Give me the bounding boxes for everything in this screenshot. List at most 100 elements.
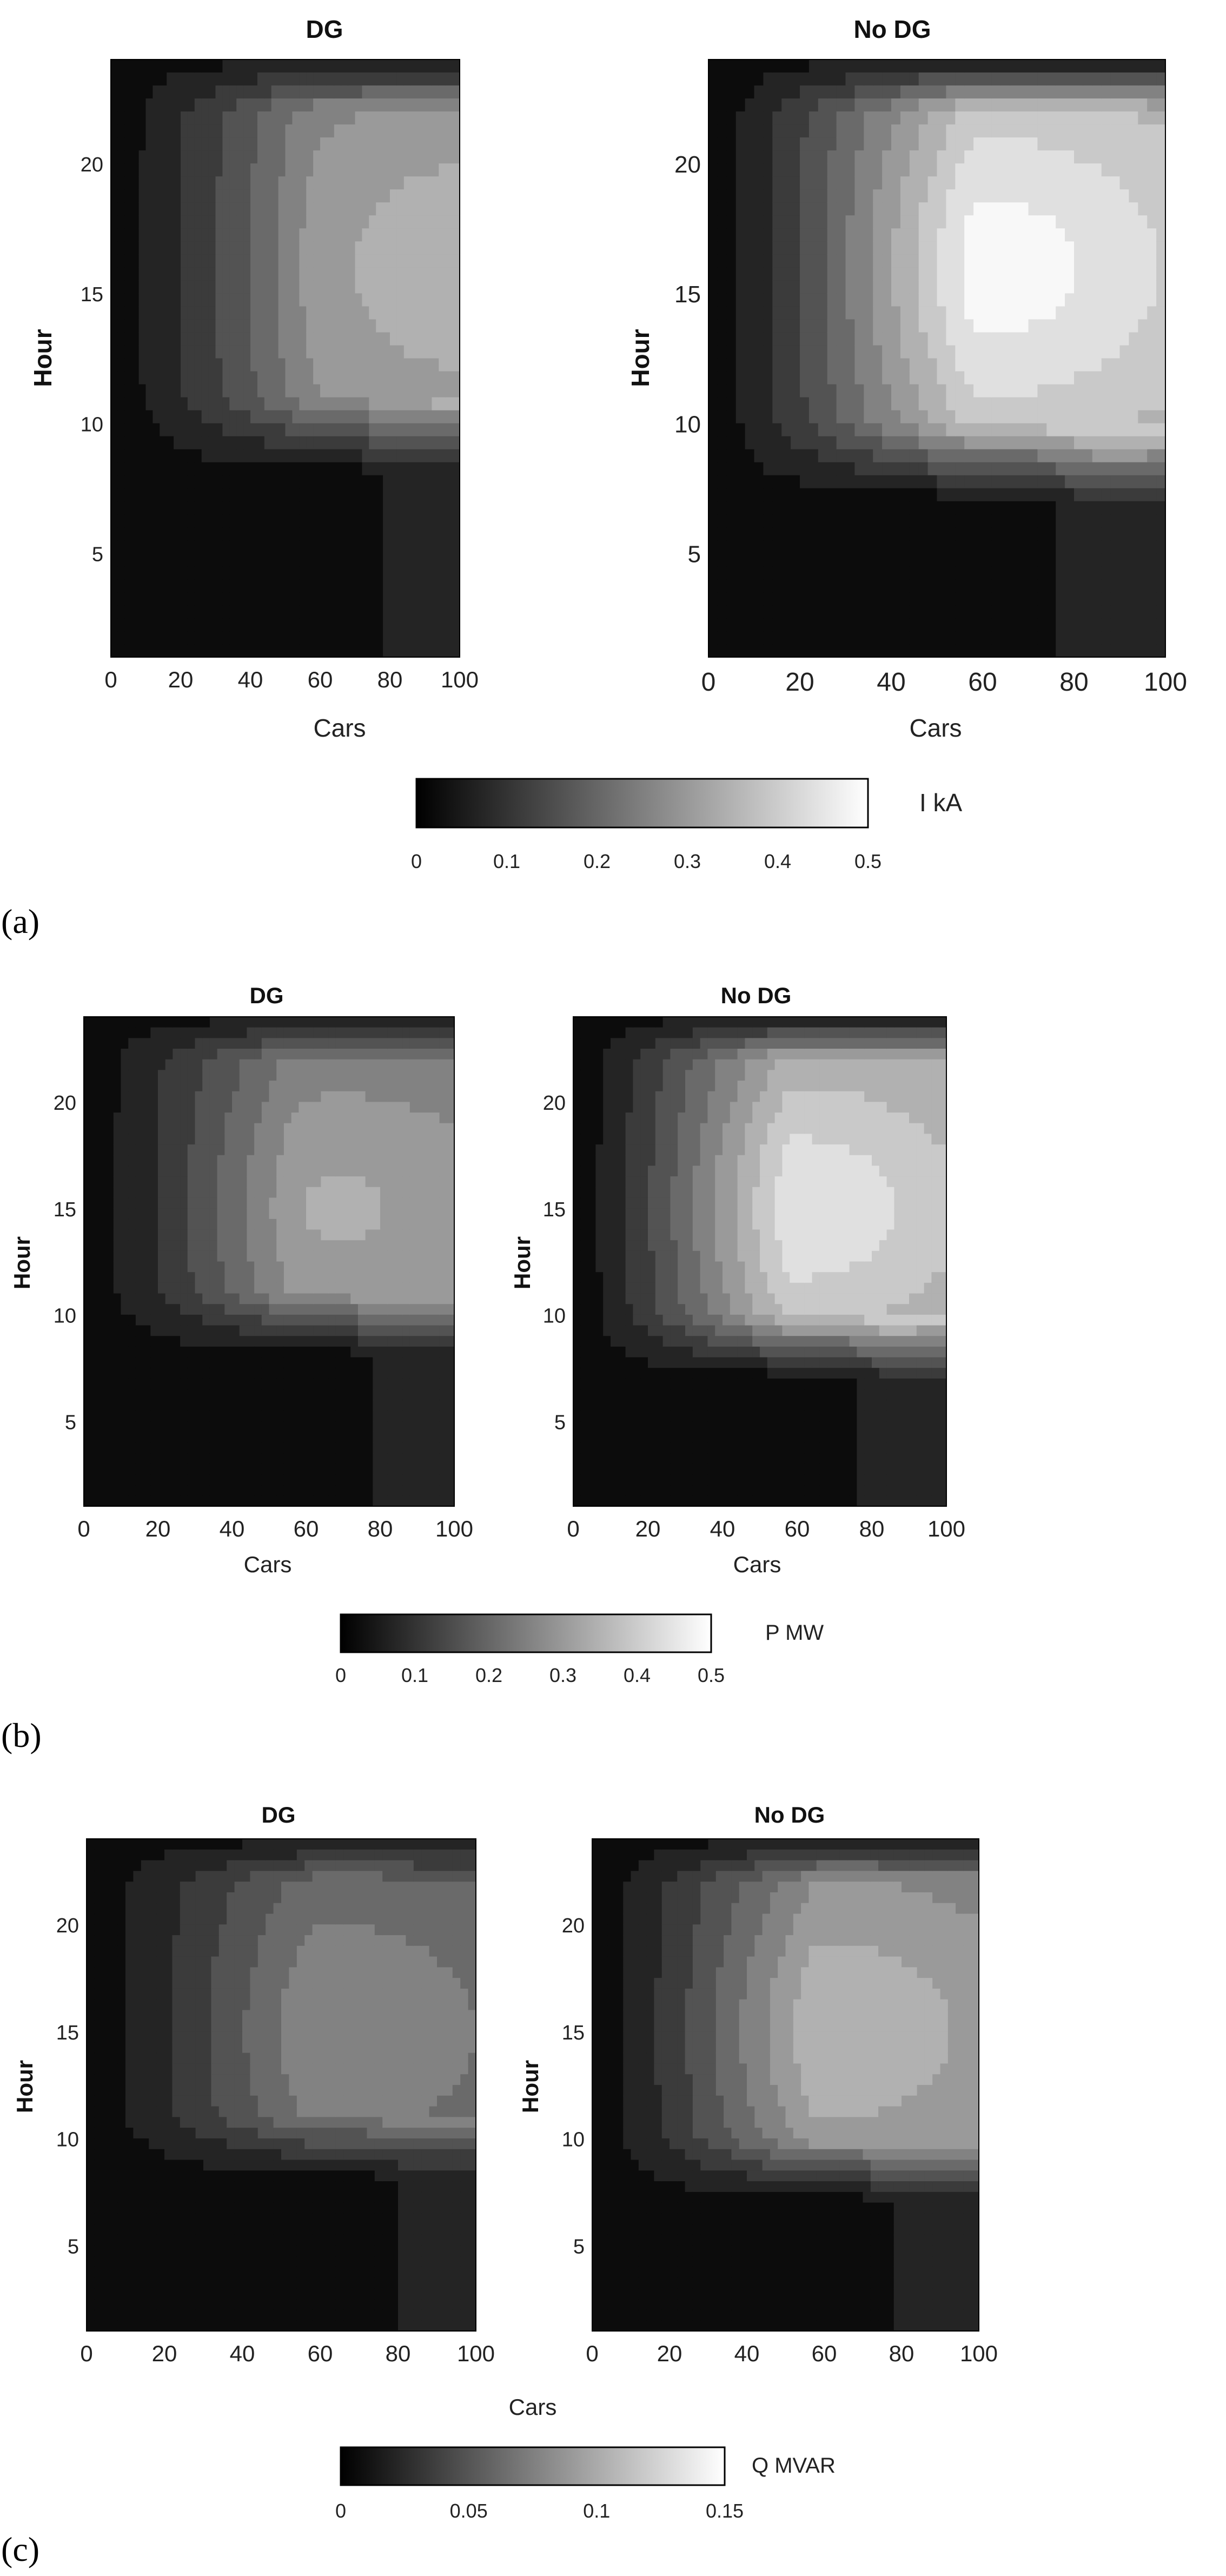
heatmap-cell: [891, 579, 901, 593]
heatmap-cell: [181, 254, 188, 268]
heatmap-cell: [341, 540, 349, 554]
heatmap-cell: [946, 98, 956, 112]
heatmap-cell: [1065, 436, 1075, 450]
heatmap-cell: [1046, 72, 1056, 86]
heatmap-cell: [1037, 306, 1047, 320]
heatmap-cell: [117, 215, 125, 229]
heatmap-cell: [236, 163, 244, 177]
heatmap-cell: [181, 579, 188, 593]
heatmap-cell: [873, 462, 883, 476]
heatmap-cell: [208, 72, 216, 86]
heatmap-cell: [1156, 111, 1166, 125]
heatmap-cell: [334, 241, 342, 255]
heatmap-cell: [145, 501, 153, 515]
heatmap-cell: [854, 358, 864, 372]
heatmap-cell: [135, 1272, 144, 1283]
heatmap-cell: [446, 241, 453, 255]
heatmap-cell: [973, 397, 983, 411]
heatmap-cell: [1028, 371, 1038, 385]
heatmap-cell: [410, 176, 419, 190]
heatmap-cell: [864, 345, 873, 359]
heatmap-cell: [800, 176, 810, 190]
heatmap-cell: [1110, 397, 1121, 411]
heatmap-cell: [991, 163, 1002, 177]
heatmap-cell: [882, 462, 892, 476]
heatmap-cell: [754, 124, 764, 138]
heatmap-cell: [306, 280, 314, 294]
heatmap-cell: [1110, 605, 1121, 619]
heatmap-cell: [1019, 176, 1029, 190]
heatmap-cell: [285, 605, 293, 619]
heatmap-cell: [991, 98, 1002, 112]
heatmap-cell: [918, 267, 929, 281]
heatmap-cell: [964, 566, 974, 580]
heatmap-cell: [446, 475, 453, 489]
heatmap-cell: [1156, 462, 1166, 476]
heatmap-cell: [1056, 137, 1065, 151]
heatmap-cell: [327, 254, 335, 268]
heatmap-cell: [735, 553, 746, 567]
heatmap-cell: [299, 540, 307, 554]
heatmap-cell: [208, 631, 216, 645]
heatmap-cell: [348, 436, 356, 450]
heatmap-cell: [1028, 397, 1038, 411]
heatmap-cell: [174, 488, 181, 502]
heatmap-cell: [763, 540, 773, 554]
heatmap-cell: [1037, 215, 1047, 229]
heatmap-cell: [983, 98, 992, 112]
heatmap-cell: [973, 189, 983, 203]
heatmap-cell: [891, 319, 901, 333]
heatmap-cell: [124, 358, 132, 372]
heatmap-cell: [827, 436, 837, 450]
heatmap-cell: [864, 423, 873, 437]
heatmap-cell: [306, 189, 314, 203]
heatmap-cell: [403, 228, 412, 242]
heatmap-cell: [927, 189, 938, 203]
heatmap-cell: [167, 514, 174, 528]
x-tick-label: 60: [968, 668, 997, 697]
heatmap-cell: [285, 137, 293, 151]
heatmap-cell: [271, 410, 279, 424]
heatmap-cell: [403, 137, 412, 151]
heatmap-cell: [772, 189, 782, 203]
heatmap-cell: [313, 501, 321, 515]
heatmap-cell: [327, 527, 335, 541]
heatmap-cell: [410, 592, 419, 606]
heatmap-cell: [1147, 306, 1157, 320]
heatmap-cell: [194, 579, 202, 593]
heatmap-cell: [1010, 475, 1020, 489]
heatmap-cell: [1028, 501, 1038, 515]
heatmap-cell: [1056, 332, 1065, 346]
heatmap-cell: [1129, 436, 1138, 450]
heatmap-cell: [243, 579, 251, 593]
heatmap-cell: [1119, 202, 1129, 216]
heatmap-cell: [453, 436, 460, 450]
heatmap-cell: [341, 514, 349, 528]
heatmap-cell: [964, 293, 974, 307]
heatmap-cell: [264, 605, 272, 619]
heatmap-cell: [187, 189, 195, 203]
heatmap-cell: [809, 163, 819, 177]
heatmap-cell: [111, 319, 118, 333]
heatmap-cell: [91, 1485, 99, 1496]
heatmap-cell: [836, 423, 846, 437]
heatmap-cell: [836, 514, 846, 528]
heatmap-cell: [1028, 98, 1038, 112]
heatmap-cell: [726, 228, 737, 242]
heatmap-cell: [167, 449, 174, 463]
heatmap-cell: [772, 98, 782, 112]
heatmap-cell: [128, 1293, 136, 1304]
heatmap-cell: [439, 189, 446, 203]
heatmap-cell: [1028, 150, 1038, 164]
heatmap-cell: [946, 280, 956, 294]
heatmap-cell: [909, 358, 919, 372]
heatmap-cell: [390, 592, 397, 606]
heatmap-cell: [991, 176, 1002, 190]
heatmap-cell: [1056, 72, 1065, 86]
heatmap-cell: [873, 241, 883, 255]
heatmap-cell: [187, 280, 195, 294]
heatmap-cell: [1147, 254, 1157, 268]
heatmap-cell: [1046, 553, 1056, 567]
heatmap-cell: [446, 189, 453, 203]
heatmap-cell: [117, 163, 125, 177]
